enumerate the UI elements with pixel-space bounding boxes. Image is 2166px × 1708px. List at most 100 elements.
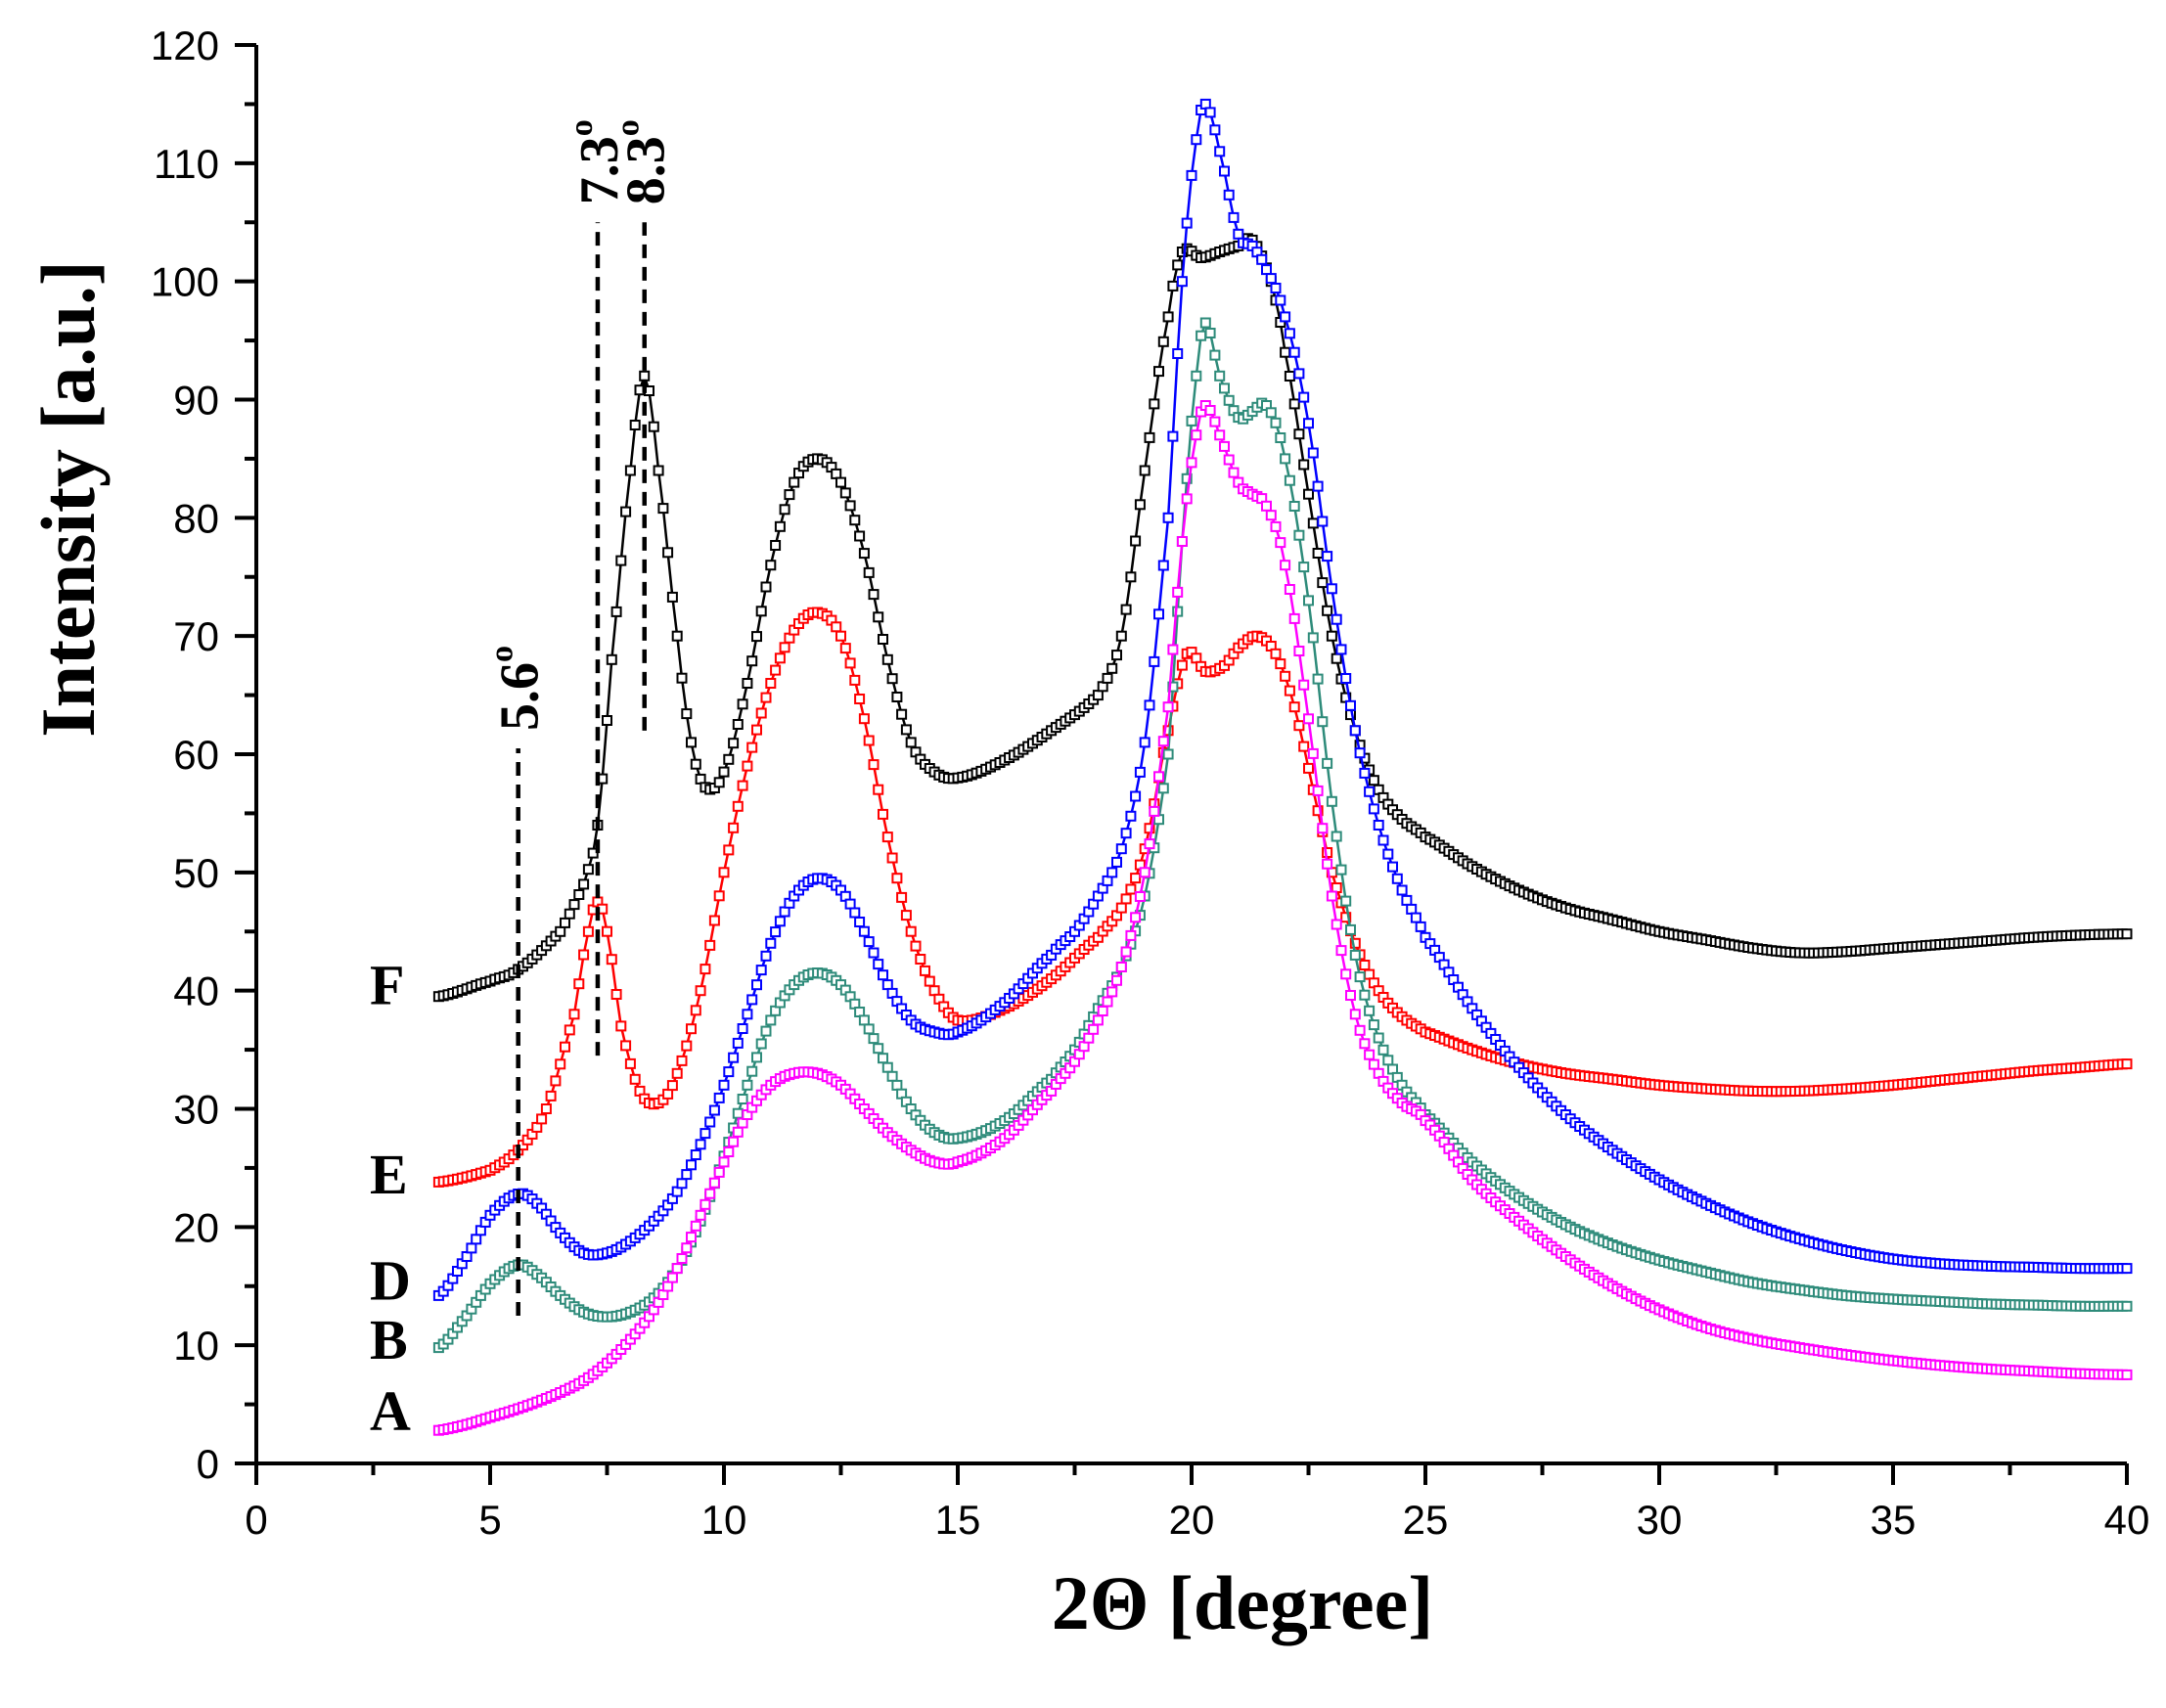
- annotations: 5.6o7.3o8.3o: [484, 119, 677, 1316]
- data-point: [555, 1058, 566, 1070]
- data-point: [1219, 382, 1230, 394]
- data-point: [1106, 867, 1118, 878]
- data-point: [1097, 1006, 1108, 1016]
- data-point: [746, 655, 758, 667]
- data-point: [1293, 428, 1305, 440]
- data-point: [1359, 989, 1371, 1001]
- data-point: [873, 959, 884, 970]
- degree-sup: o: [484, 646, 520, 662]
- data-point: [1280, 346, 1291, 358]
- data-point: [1144, 699, 1155, 711]
- data-point: [1288, 701, 1300, 713]
- data-point: [732, 1107, 744, 1119]
- data-point: [1396, 884, 1408, 896]
- data-point: [695, 1139, 706, 1150]
- x-tick-label: 0: [245, 1497, 267, 1543]
- data-point: [896, 708, 908, 720]
- data-point: [858, 713, 870, 725]
- data-point: [713, 1092, 725, 1103]
- data-point: [886, 1070, 898, 1082]
- data-point: [1312, 785, 1324, 796]
- data-point: [1298, 679, 1310, 691]
- data-point: [737, 1094, 748, 1104]
- data-point: [760, 950, 772, 962]
- data-point: [742, 1009, 753, 1020]
- data-point: [1120, 604, 1132, 615]
- data-point: [1284, 685, 1295, 697]
- data-point: [1125, 929, 1137, 941]
- data-point: [1331, 652, 1342, 664]
- data-point: [854, 530, 866, 542]
- data-point: [1288, 346, 1300, 358]
- data-point: [1223, 394, 1235, 406]
- data-point: [1293, 646, 1305, 656]
- data-point: [1172, 606, 1184, 617]
- data-point: [1298, 741, 1310, 752]
- data-point: [2121, 1263, 2133, 1275]
- data-point: [1270, 283, 1282, 293]
- data-point: [1228, 211, 1240, 223]
- data-point: [779, 642, 790, 653]
- data-point: [896, 891, 908, 903]
- data-point: [610, 989, 622, 1000]
- data-point: [900, 724, 912, 736]
- data-point: [1331, 919, 1342, 930]
- data-point: [1223, 454, 1235, 466]
- data-point: [784, 489, 795, 501]
- data-point: [1364, 786, 1376, 797]
- data-point: [695, 985, 706, 997]
- data-point: [891, 692, 903, 702]
- data-point: [1270, 520, 1282, 532]
- axes: 0 5 10 15 20 25 30 35 40 0 10 20 30 40 50 60 70 80 90 100 11…: [151, 22, 2149, 1543]
- data-point: [1312, 673, 1324, 685]
- data-point: [1157, 560, 1169, 571]
- data-point: [854, 694, 866, 704]
- data-point: [1322, 605, 1333, 616]
- data-point: [1377, 1044, 1389, 1056]
- data-point: [1106, 662, 1118, 674]
- data-point: [1331, 613, 1342, 625]
- data-point: [1167, 644, 1179, 655]
- data-point: [1354, 1024, 1366, 1036]
- data-point: [891, 1079, 903, 1091]
- data-point: [666, 591, 678, 603]
- data-point: [1144, 838, 1155, 850]
- data-point: [1326, 583, 1337, 595]
- data-point: [1288, 612, 1300, 624]
- data-point: [1317, 716, 1329, 728]
- data-point: [1162, 311, 1174, 323]
- data-point: [1410, 912, 1421, 923]
- data-point: [1196, 330, 1207, 341]
- data-point: [858, 1014, 870, 1026]
- data-point: [1115, 902, 1127, 914]
- data-point: [1083, 1032, 1095, 1044]
- series-E: [432, 607, 2133, 1188]
- data-point: [1130, 873, 1142, 884]
- data-point: [560, 1041, 570, 1053]
- data-point: [1345, 923, 1356, 935]
- y-tick-label: 80: [173, 495, 219, 541]
- data-point: [854, 917, 866, 927]
- data-point: [732, 800, 744, 812]
- data-point: [639, 370, 651, 382]
- data-point: [657, 503, 669, 515]
- data-point: [1345, 699, 1356, 711]
- data-point: [1209, 416, 1221, 427]
- data-point: [1275, 294, 1286, 306]
- y-tick-label: 110: [154, 141, 219, 187]
- data-point: [1293, 720, 1305, 732]
- data-point: [690, 1149, 701, 1160]
- data-point: [686, 737, 697, 748]
- data-point: [1181, 493, 1193, 505]
- data-point: [718, 1156, 730, 1168]
- data-point: [1335, 864, 1347, 876]
- data-point: [1261, 264, 1272, 276]
- data-point: [1284, 584, 1295, 595]
- data-point: [1354, 747, 1366, 759]
- data-point: [1288, 501, 1300, 512]
- data-point: [1162, 748, 1174, 760]
- data-point: [1280, 670, 1291, 682]
- series-B: [432, 317, 2133, 1354]
- data-point: [602, 715, 612, 726]
- data-point: [1176, 536, 1188, 547]
